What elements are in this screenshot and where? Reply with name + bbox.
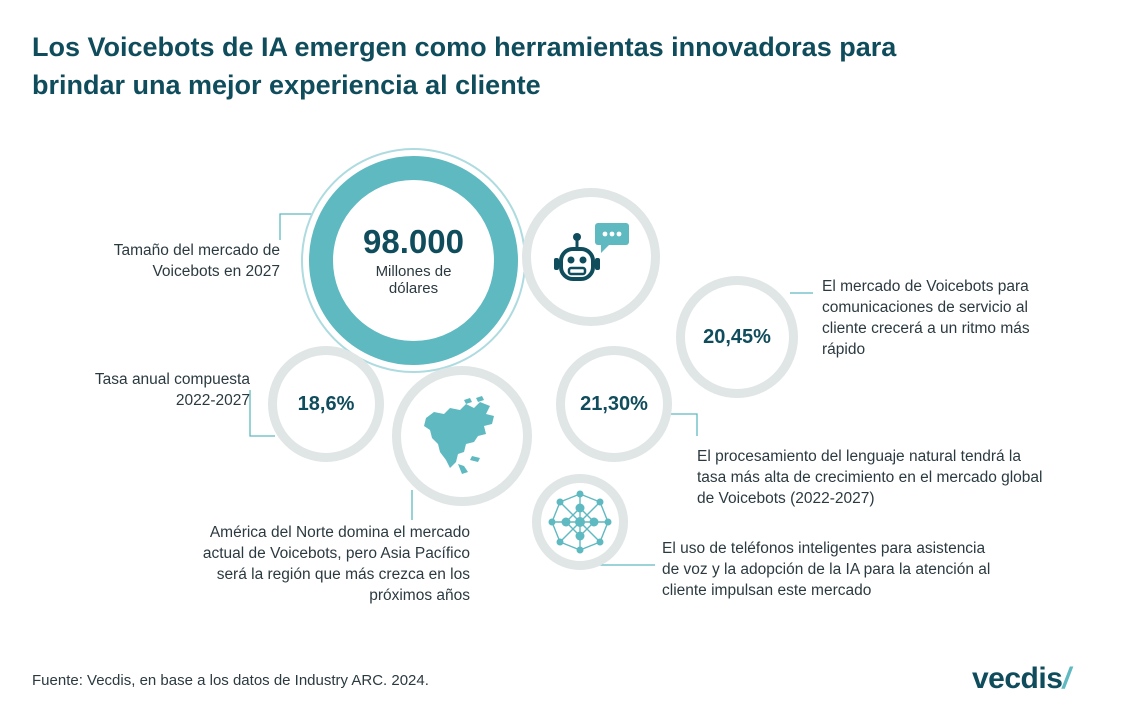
market-size-label-1: Tamaño del mercado de (113, 242, 280, 259)
north-america-text-2: actual de Voicebots, pero Asia Pacífico (202, 545, 470, 562)
nlp-text-2: tasa más alta de crecimiento en el merca… (697, 469, 1043, 486)
north-america-text-4: próximos años (369, 587, 470, 604)
vecdis-logo: vecdis/ (972, 662, 1071, 696)
smartphones-text: El uso de teléfonos inteligentes para as… (662, 538, 1082, 601)
logo-mark: / (1062, 662, 1071, 695)
customer-service-value: 20,45% (703, 325, 771, 348)
market-size-connector (279, 213, 312, 240)
customer-service-text-2: comunicaciones de servicio al (822, 299, 1028, 316)
market-size-unit-1: Millones de (375, 263, 452, 280)
smartphones-text-2: de voz y la adopción de la IA para la at… (662, 561, 991, 578)
north-america-circle (392, 366, 532, 506)
network-polygon-icon (548, 490, 612, 554)
nlp-circle: 21,30% (556, 346, 672, 462)
north-america-text: América del Norte domina el mercado actu… (130, 522, 470, 606)
customer-service-text: El mercado de Voicebots para comunicacio… (822, 276, 1102, 360)
market-size-unit-2: dólares (388, 280, 439, 297)
nlp-value: 21,30% (580, 392, 648, 415)
customer-service-circle: 20,45% (676, 276, 798, 398)
customer-service-text-3: cliente crecerá a un ritmo más (822, 320, 1030, 337)
cagr-label: Tasa anual compuesta 2022-2027 (20, 369, 250, 411)
robot-chat-icon (554, 223, 629, 281)
north-america-text-1: América del Norte domina el mercado (209, 524, 470, 541)
cagr-circle: 18,6% (268, 346, 384, 462)
network-circle (532, 474, 628, 570)
market-size-label-2: Voicebots en 2027 (152, 263, 280, 280)
market-size-label: Tamaño del mercado de Voicebots en 2027 (40, 240, 280, 282)
cagr-label-1: Tasa anual compuesta (94, 371, 250, 388)
market-size-circle: 98.000 Millones de dólares (309, 156, 518, 365)
source-footnote: Fuente: Vecdis, en base a los datos de I… (32, 672, 429, 689)
page-title: Los Voicebots de IA emergen como herrami… (32, 28, 1032, 104)
nlp-text-3: de Voicebots (2022-2027) (697, 490, 875, 507)
nlp-text: El procesamiento del lenguaje natural te… (697, 446, 1117, 509)
customer-service-text-1: El mercado de Voicebots para (822, 278, 1029, 295)
nlp-text-1: El procesamiento del lenguaje natural te… (697, 448, 1021, 465)
north-america-map-icon (424, 396, 494, 474)
cagr-value: 18,6% (297, 392, 355, 415)
smartphones-text-1: El uso de teléfonos inteligentes para as… (662, 540, 986, 557)
north-america-text-3: será la región que más crezca en los (216, 566, 470, 583)
cagr-label-2: 2022-2027 (175, 392, 250, 409)
logo-text: vecdis (972, 662, 1063, 695)
title-line-2: brindar una mejor experiencia al cliente (32, 70, 541, 100)
smartphones-text-3: cliente impulsan este mercado (662, 582, 872, 599)
title-line-1: Los Voicebots de IA emergen como herrami… (32, 32, 897, 62)
customer-service-text-4: rápido (822, 341, 866, 358)
robot-circle (522, 188, 660, 326)
market-size-value: 98.000 (363, 223, 464, 260)
cagr-connector (249, 390, 275, 437)
